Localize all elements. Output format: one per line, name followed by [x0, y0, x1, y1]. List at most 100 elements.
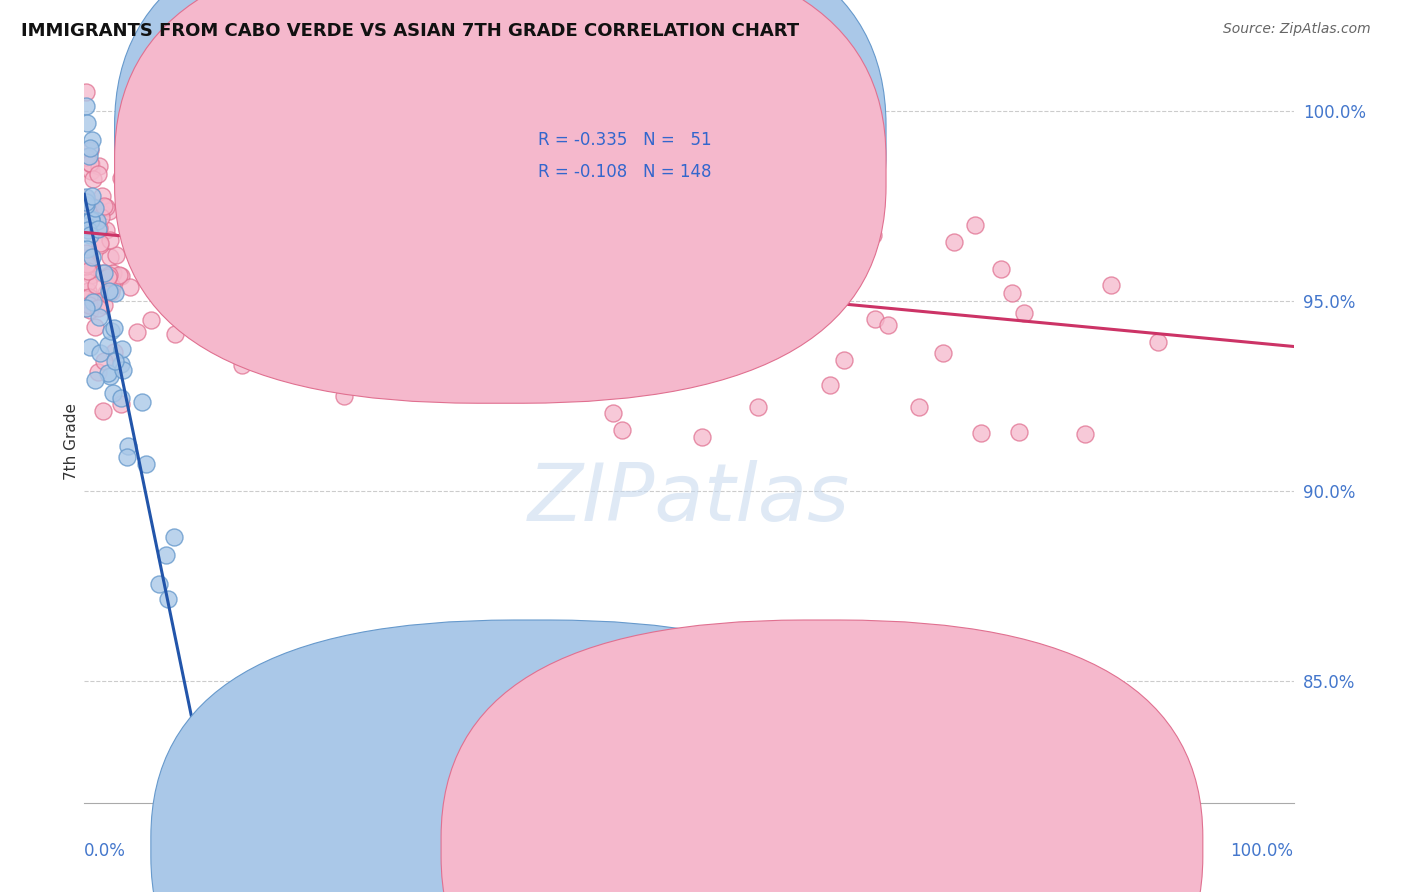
Point: [163, 530, 186, 544]
Point: [118, 280, 141, 294]
Point: [202, 310, 225, 325]
Point: [94, 200, 117, 214]
Point: [101, 280, 124, 294]
Point: [654, 240, 676, 254]
Point: [174, 315, 197, 329]
Point: [146, 151, 169, 165]
Point: [818, 377, 841, 392]
Point: [970, 425, 993, 440]
Point: [79, 163, 101, 178]
Point: [101, 266, 124, 280]
Text: R = -0.108   N = 148: R = -0.108 N = 148: [538, 163, 711, 181]
Point: [82, 202, 104, 216]
Point: [932, 345, 955, 359]
Text: R = -0.335   N =   51: R = -0.335 N = 51: [538, 130, 711, 149]
Point: [277, 235, 299, 249]
FancyBboxPatch shape: [115, 0, 886, 403]
Point: [82, 294, 104, 309]
Point: [87, 167, 110, 181]
Point: [122, 220, 145, 235]
Point: [103, 345, 125, 359]
Point: [943, 235, 966, 249]
Point: [201, 146, 224, 161]
Point: [97, 203, 120, 218]
Point: [79, 340, 101, 354]
Point: [527, 194, 550, 209]
Point: [77, 257, 100, 271]
Point: [104, 354, 127, 368]
Point: [86, 301, 108, 315]
Point: [110, 391, 132, 405]
Point: [77, 264, 100, 278]
Point: [82, 172, 104, 186]
Point: [79, 141, 101, 155]
Point: [87, 222, 110, 236]
Point: [87, 310, 110, 325]
Point: [344, 332, 367, 346]
Point: [91, 189, 114, 203]
Point: [489, 271, 512, 285]
Point: [240, 229, 263, 244]
Point: [75, 150, 97, 164]
Point: [607, 337, 630, 351]
Point: [863, 311, 886, 326]
Point: [94, 223, 117, 237]
Point: [600, 239, 623, 253]
Point: [97, 269, 120, 284]
Point: [125, 325, 148, 339]
Point: [610, 423, 633, 437]
Point: [77, 298, 100, 312]
Point: [97, 284, 120, 298]
Point: [1074, 427, 1097, 442]
Point: [832, 352, 855, 367]
Point: [249, 276, 271, 290]
Point: [558, 225, 581, 239]
Point: [77, 290, 100, 304]
Point: [602, 406, 624, 420]
Point: [908, 400, 931, 414]
Point: [76, 116, 98, 130]
Point: [75, 252, 97, 266]
Point: [110, 397, 132, 411]
Point: [108, 268, 131, 282]
Point: [574, 295, 596, 310]
Point: [197, 216, 219, 230]
Y-axis label: 7th Grade: 7th Grade: [63, 403, 79, 480]
Point: [93, 266, 115, 280]
Point: [98, 233, 121, 247]
Point: [249, 206, 271, 220]
Point: [75, 259, 97, 273]
Point: [80, 250, 103, 264]
Text: ZIPatlas: ZIPatlas: [527, 460, 851, 539]
Point: [75, 245, 97, 260]
Point: [75, 292, 97, 306]
Point: [194, 217, 217, 231]
Point: [75, 85, 97, 99]
Point: [76, 242, 98, 256]
Point: [90, 266, 112, 280]
Point: [247, 285, 270, 300]
Point: [80, 157, 103, 171]
Point: [211, 257, 233, 271]
Point: [77, 275, 100, 289]
Point: [207, 777, 229, 791]
Point: [77, 256, 100, 270]
Point: [98, 268, 121, 283]
Point: [148, 577, 170, 591]
Point: [232, 240, 254, 254]
Point: [492, 315, 515, 329]
Point: [176, 293, 198, 307]
Point: [252, 280, 274, 294]
Point: [197, 733, 219, 747]
Text: 0.0%: 0.0%: [84, 842, 127, 860]
Point: [305, 277, 328, 291]
Point: [155, 548, 177, 562]
Point: [139, 313, 162, 327]
Text: Asians: Asians: [845, 840, 894, 855]
Point: [76, 258, 98, 272]
Point: [346, 260, 368, 274]
Point: [93, 199, 115, 213]
Point: [239, 777, 262, 791]
Point: [90, 204, 112, 219]
Point: [75, 191, 97, 205]
